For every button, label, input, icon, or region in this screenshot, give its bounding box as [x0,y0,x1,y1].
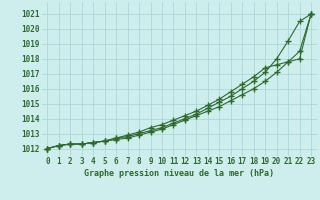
X-axis label: Graphe pression niveau de la mer (hPa): Graphe pression niveau de la mer (hPa) [84,169,274,178]
